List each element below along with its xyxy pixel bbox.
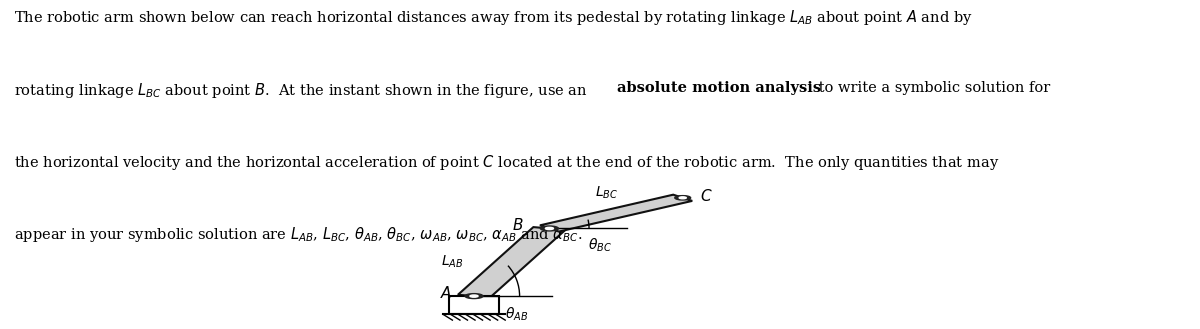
Bar: [449, 296, 499, 314]
Circle shape: [679, 197, 686, 199]
Text: to write a symbolic solution for: to write a symbolic solution for: [814, 81, 1050, 95]
Polygon shape: [458, 227, 565, 297]
Text: appear in your symbolic solution are $L_{AB}$, $L_{BC}$, $\theta_{AB}$, $\theta_: appear in your symbolic solution are $L_…: [14, 225, 583, 244]
Text: absolute motion analysis: absolute motion analysis: [617, 81, 821, 95]
Text: $L_{AB}$: $L_{AB}$: [442, 254, 463, 270]
Text: the horizontal velocity and the horizontal acceleration of point $C$ located at : the horizontal velocity and the horizont…: [14, 153, 1000, 172]
Text: $B$: $B$: [511, 217, 523, 233]
Circle shape: [466, 293, 482, 299]
Text: $L_{BC}$: $L_{BC}$: [595, 184, 618, 201]
Polygon shape: [540, 195, 692, 232]
Circle shape: [470, 295, 478, 297]
Circle shape: [545, 227, 553, 230]
Circle shape: [674, 196, 691, 200]
Circle shape: [540, 226, 558, 231]
Text: $C$: $C$: [700, 188, 712, 204]
Text: rotating linkage $L_{BC}$ about point $B$.  At the instant shown in the figure, : rotating linkage $L_{BC}$ about point $B…: [14, 81, 588, 100]
Text: $\theta_{BC}$: $\theta_{BC}$: [588, 237, 612, 254]
Text: The robotic arm shown below can reach horizontal distances away from its pedesta: The robotic arm shown below can reach ho…: [14, 8, 973, 27]
Text: $A$: $A$: [440, 285, 452, 301]
Text: $\theta_{AB}$: $\theta_{AB}$: [505, 305, 528, 323]
